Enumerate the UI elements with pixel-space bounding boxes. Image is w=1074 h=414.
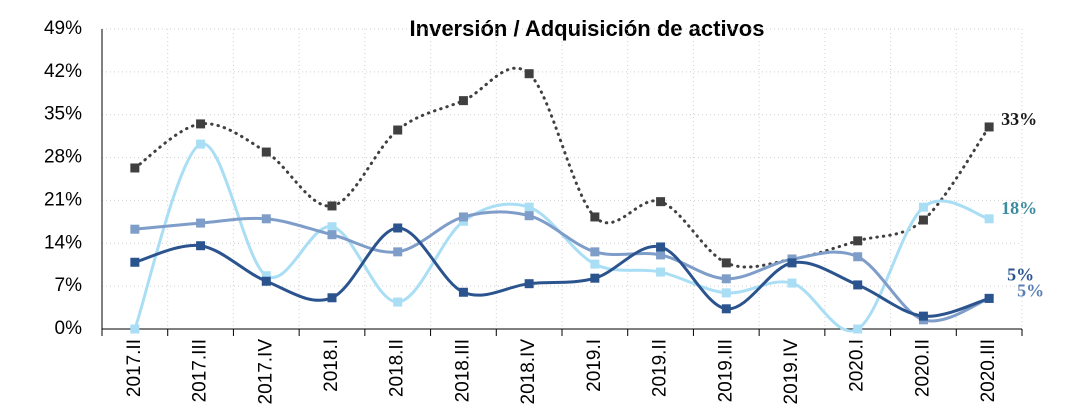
value-label: 33% <box>1001 109 1037 129</box>
point-marker <box>918 202 928 212</box>
chart-title: Inversión / Adquisición de activos <box>410 16 765 41</box>
point-marker <box>524 202 534 212</box>
point-marker <box>853 324 863 334</box>
value-label: 5% <box>1007 265 1034 285</box>
point-marker <box>590 247 600 257</box>
x-tick-label: 2019.II <box>650 339 671 397</box>
point-marker <box>393 247 403 257</box>
point-marker <box>261 214 271 224</box>
point-marker <box>853 252 863 262</box>
point-marker <box>261 276 271 286</box>
point-marker <box>590 212 600 222</box>
point-marker <box>853 280 863 290</box>
point-marker <box>787 258 797 268</box>
x-tick-label: 2017.IV <box>255 339 276 405</box>
x-tick-label: 2020.III <box>978 339 999 402</box>
point-marker <box>984 122 994 132</box>
point-marker <box>656 197 666 207</box>
point-marker <box>393 297 403 307</box>
point-marker <box>393 125 403 135</box>
x-tick-label: 2017.III <box>190 339 211 402</box>
point-marker <box>918 311 928 321</box>
point-marker <box>130 324 140 334</box>
point-marker <box>656 267 666 277</box>
point-marker <box>721 288 731 298</box>
series-line <box>133 226 991 318</box>
y-tick-label: 14% <box>44 232 82 253</box>
point-marker <box>261 147 271 157</box>
x-tick-label: 2019.IV <box>781 339 802 405</box>
point-marker <box>590 273 600 283</box>
x-tick-label: 2020.II <box>912 339 933 397</box>
x-tick-label: 2020.I <box>847 339 868 392</box>
point-marker <box>590 259 600 269</box>
x-tick-label: 2018.II <box>387 339 408 397</box>
point-marker <box>327 293 337 303</box>
point-marker <box>458 96 468 106</box>
series-line <box>133 210 991 323</box>
point-marker <box>787 278 797 288</box>
point-marker <box>196 241 206 251</box>
point-marker <box>524 69 534 79</box>
x-tick-label: 2017.II <box>124 339 145 397</box>
point-marker <box>656 250 666 260</box>
point-marker <box>853 236 863 246</box>
y-tick-label: 49% <box>44 18 82 39</box>
point-marker <box>984 293 994 303</box>
y-tick-label: 28% <box>44 147 82 168</box>
point-marker <box>656 242 666 252</box>
point-marker <box>327 222 337 232</box>
point-marker <box>196 119 206 129</box>
point-marker <box>130 163 140 173</box>
point-marker <box>261 271 271 281</box>
y-tick-label: 0% <box>55 318 83 339</box>
x-tick-label: 2018.I <box>321 339 342 392</box>
point-marker <box>984 214 994 224</box>
point-marker <box>524 211 534 221</box>
point-marker <box>458 212 468 222</box>
x-tick-label: 2018.IV <box>518 339 539 405</box>
point-marker <box>327 230 337 240</box>
point-marker <box>393 223 403 233</box>
point-marker <box>458 287 468 297</box>
point-marker <box>327 201 337 211</box>
point-marker <box>196 218 206 228</box>
y-tick-label: 35% <box>44 104 82 125</box>
x-tick-label: 2019.I <box>584 339 605 392</box>
x-tick-label: 2018.III <box>452 339 473 402</box>
value-label: 18% <box>1001 198 1037 218</box>
point-marker <box>918 215 928 225</box>
value-label: 5% <box>1017 281 1044 301</box>
y-tick-label: 7% <box>55 275 83 296</box>
y-tick-label: 21% <box>44 189 82 210</box>
y-tick-label: 42% <box>44 61 82 82</box>
point-marker <box>721 258 731 268</box>
point-marker <box>196 139 206 149</box>
point-marker <box>721 304 731 314</box>
x-tick-label: 2019.III <box>715 339 736 402</box>
point-marker <box>130 257 140 267</box>
point-marker <box>524 279 534 289</box>
point-marker <box>130 224 140 234</box>
point-marker <box>721 274 731 284</box>
